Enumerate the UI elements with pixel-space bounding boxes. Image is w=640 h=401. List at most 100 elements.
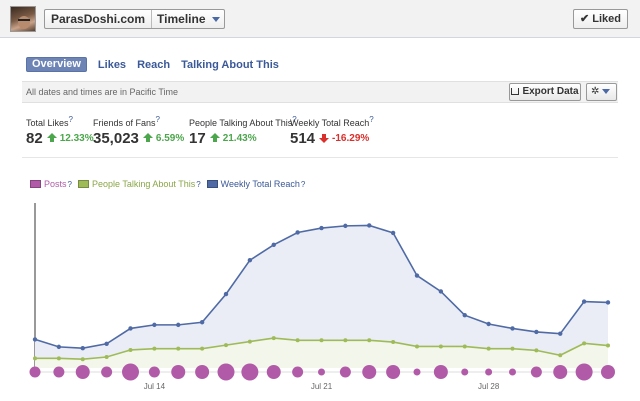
check-icon: ✔ — [579, 13, 590, 25]
legend-item-posts[interactable]: Posts? — [30, 179, 72, 189]
talking-point — [462, 344, 467, 349]
stat-label-text: Friends of Fans — [93, 118, 156, 128]
posts-bubble — [601, 365, 615, 379]
posts-bubble — [171, 365, 186, 379]
chevron-down-icon — [602, 89, 611, 94]
stat-value-row: 82 12.33% — [26, 130, 94, 147]
help-icon[interactable]: ? — [67, 179, 72, 189]
x-tick-label: Jul 21 — [311, 382, 333, 391]
stat-label-text: Weekly Total Reach — [290, 118, 370, 128]
posts-bubble — [530, 366, 542, 378]
tab-reach[interactable]: Reach — [137, 58, 171, 71]
talking-point — [606, 343, 610, 348]
stat-value: 35,023 — [93, 130, 139, 147]
reach-point — [247, 258, 253, 263]
insights-chart: Jul 14 Jul 21 Jul 28 — [29, 203, 615, 391]
reach-point — [56, 344, 62, 350]
stat-value: 17 — [189, 130, 206, 147]
posts-bubble — [292, 366, 304, 378]
legend-swatch — [206, 180, 218, 188]
posts-bubble — [241, 363, 259, 381]
talking-point — [247, 339, 252, 344]
arrow-up-icon — [142, 133, 153, 142]
export-data-button[interactable]: Export Data — [509, 83, 581, 101]
legend-item-talking[interactable]: People Talking About This? — [77, 179, 201, 189]
help-icon[interactable]: ? — [369, 115, 374, 124]
page-name-link[interactable]: ParasDoshi.com — [45, 10, 153, 28]
talking-point — [391, 340, 396, 345]
reach-point — [199, 320, 205, 325]
help-icon[interactable]: ? — [68, 115, 73, 124]
talking-point — [176, 346, 181, 351]
stat-label: People Talking About This? — [189, 115, 297, 128]
stat-label: Friends of Fans? — [93, 115, 184, 128]
legend-label: People Talking About This — [91, 179, 196, 189]
arrow-up-icon — [46, 133, 57, 142]
tab-likes[interactable]: Likes — [97, 58, 127, 71]
posts-bubble — [575, 363, 593, 381]
help-icon[interactable]: ? — [292, 115, 297, 124]
stat-label-text: People Talking About This — [189, 118, 293, 128]
liked-button-label: Liked — [592, 13, 621, 25]
posts-bubble — [339, 366, 351, 378]
talking-point — [33, 356, 37, 361]
stat-total-likes: Total Likes? 82 12.33% — [26, 115, 94, 147]
reach-point — [390, 230, 396, 236]
help-icon[interactable]: ? — [155, 115, 160, 124]
posts-bubble — [217, 363, 235, 381]
talking-point — [415, 344, 419, 349]
reach-point — [558, 331, 563, 336]
posts-bubble — [75, 365, 90, 379]
reach-point — [319, 225, 324, 231]
talking-point — [200, 346, 205, 351]
stat-value: 82 — [26, 130, 43, 147]
stat-change: 6.59% — [155, 133, 185, 144]
reach-point — [510, 326, 515, 331]
talking-point — [343, 338, 348, 343]
posts-bubble — [148, 366, 160, 378]
posts-bubble — [29, 366, 41, 378]
reach-point — [128, 326, 133, 331]
reach-point — [605, 300, 611, 305]
tab-talking-about-this[interactable]: Talking About This — [181, 58, 279, 71]
stat-change: 12.33% — [59, 133, 94, 144]
help-icon[interactable]: ? — [300, 179, 306, 189]
liked-button[interactable]: ✔ Liked — [573, 9, 628, 29]
talking-point — [295, 338, 300, 343]
talking-point — [486, 346, 491, 351]
legend-item-reach[interactable]: Weekly Total Reach? — [206, 179, 306, 189]
posts-bubble — [122, 363, 139, 381]
stat-value-row: 514 -16.29% — [290, 130, 374, 147]
view-dropdown-label: Timeline — [157, 12, 206, 26]
talking-point — [271, 336, 276, 341]
posts-bubble — [101, 366, 113, 378]
reach-point — [462, 313, 467, 318]
avatar-glasses — [18, 19, 30, 22]
stat-change: 21.43% — [222, 133, 257, 144]
export-data-label: Export Data — [522, 86, 579, 97]
tab-overview[interactable]: Overview — [26, 57, 87, 72]
help-icon[interactable]: ? — [196, 179, 201, 189]
posts-bubble — [485, 368, 493, 376]
toolbar-strip: All dates and times are in Pacific Time … — [22, 81, 618, 103]
view-dropdown[interactable]: Timeline — [152, 10, 223, 28]
reach-point — [104, 341, 109, 346]
reach-point — [414, 273, 420, 278]
legend-swatch — [77, 180, 89, 188]
posts-bubble — [266, 365, 281, 379]
chart-legend: Posts? People Talking About This? Weekly… — [30, 179, 311, 189]
settings-dropdown[interactable]: ✲ — [586, 83, 617, 101]
reach-point — [80, 346, 85, 351]
reach-point — [32, 337, 38, 342]
stat-label-text: Total Likes — [26, 118, 69, 128]
legend-label: Weekly Total Reach — [220, 179, 300, 189]
page-selector[interactable]: ParasDoshi.com Timeline — [44, 9, 225, 29]
posts-bubble — [318, 368, 325, 376]
stat-change: -16.29% — [332, 133, 370, 144]
avatar[interactable] — [10, 6, 36, 32]
talking-point — [510, 346, 515, 351]
reach-point — [438, 289, 444, 294]
stat-value: 514 — [290, 130, 316, 147]
chevron-down-icon — [211, 16, 220, 22]
talking-point — [56, 356, 61, 361]
